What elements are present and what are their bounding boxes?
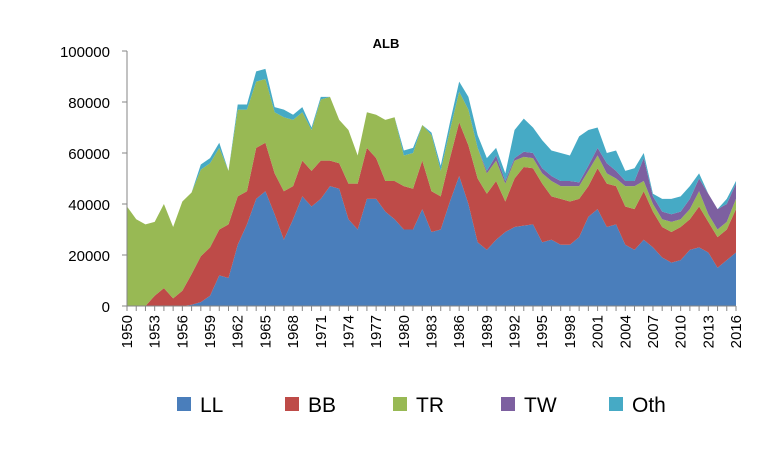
area-tr — [127, 79, 736, 306]
x-tick-label: 1983 — [424, 315, 441, 348]
x-tick-label: 2016 — [728, 315, 745, 348]
x-tick-label: 1959 — [202, 315, 219, 348]
area-tw — [127, 79, 736, 230]
legend-swatch-oth — [609, 397, 623, 411]
area-bb — [127, 122, 736, 307]
x-tick-label: 2010 — [673, 315, 690, 348]
legend-swatch-tr — [393, 397, 407, 411]
x-axis: 1950 1953 1956 1959 1962 1965 1968 1971 1974 1977… — [119, 305, 745, 348]
x-tick-label: 1962 — [230, 315, 247, 348]
x-tick-label: 2001 — [590, 315, 607, 348]
y-axis: 0 20000 40000 60000 80000 100000 — [60, 44, 128, 316]
legend-label-bb: BB — [308, 394, 336, 417]
y-tick-label: 0 — [102, 299, 110, 316]
x-tick-label: 1971 — [313, 315, 330, 348]
legend-swatch-tw — [501, 397, 515, 411]
x-tick-label: 1986 — [451, 315, 468, 348]
legend-label-oth: Oth — [632, 394, 666, 417]
series-areas — [127, 68, 736, 307]
y-tick-label: 80000 — [68, 95, 110, 112]
chart-title: ALB — [373, 36, 400, 51]
x-tick-label: 2013 — [700, 315, 717, 348]
x-tick-label: 1953 — [147, 315, 164, 348]
legend-swatch-ll — [177, 397, 191, 411]
legend: LL BB TR TW Oth — [177, 394, 666, 417]
legend-label-tr: TR — [416, 394, 444, 417]
x-tick-label: 2007 — [645, 315, 662, 348]
area-oth — [127, 68, 736, 227]
x-tick-label: 1992 — [507, 315, 524, 348]
x-tick-label: 1989 — [479, 315, 496, 348]
x-tick-label: 1995 — [534, 315, 551, 348]
x-tick-label: 1965 — [257, 315, 274, 348]
x-tick-label: 1950 — [119, 315, 136, 348]
legend-swatch-bb — [285, 397, 299, 411]
y-tick-label: 40000 — [68, 197, 110, 214]
x-tick-label: 1956 — [174, 315, 191, 348]
y-tick-label: 20000 — [68, 248, 110, 265]
y-tick-label: 60000 — [68, 146, 110, 163]
x-tick-label: 1977 — [368, 315, 385, 348]
legend-label-tw: TW — [524, 394, 557, 417]
y-tick-label: 100000 — [60, 44, 110, 61]
x-tick-label: 1998 — [562, 315, 579, 348]
legend-label-ll: LL — [200, 394, 223, 417]
x-tick-label: 2004 — [617, 315, 634, 348]
x-tick-label: 1980 — [396, 315, 413, 348]
x-tick-label: 1974 — [340, 315, 357, 348]
area-ll — [127, 175, 736, 306]
x-tick-label: 1968 — [285, 315, 302, 348]
